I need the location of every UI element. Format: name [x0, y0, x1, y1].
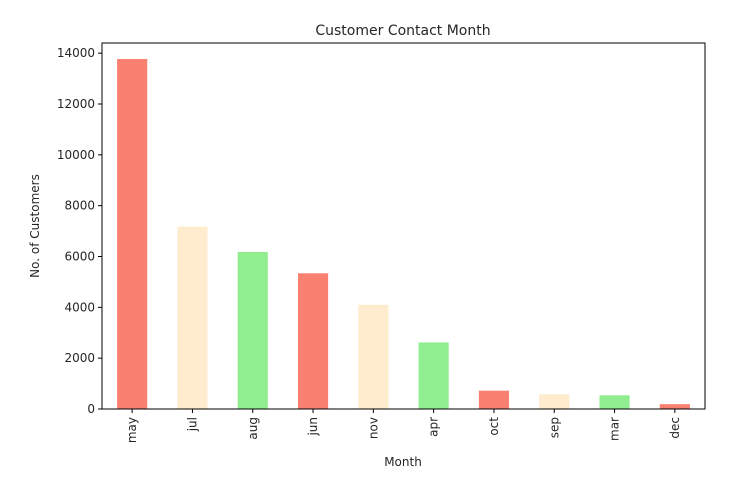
y-axis: 0 2000 4000 6000 8000 10000 12000 14000	[57, 46, 102, 416]
x-axis-label: Month	[384, 455, 422, 469]
x-tick-label-mar: mar	[608, 417, 622, 441]
y-tick-label-6000: 6000	[64, 250, 95, 264]
bar-dec	[659, 404, 690, 409]
x-tick-label-nov: nov	[366, 417, 380, 439]
x-tick-label-apr: apr	[427, 417, 441, 437]
y-axis-label: No. of Customers	[28, 174, 42, 278]
y-tick-label-8000: 8000	[64, 199, 95, 213]
x-tick-label-aug: aug	[246, 417, 260, 440]
x-tick-label-jul: jul	[185, 417, 199, 432]
bars-group	[117, 59, 690, 409]
x-tick-label-jun: jun	[306, 417, 320, 437]
x-axis: may jul aug jun nov apr oct sep mar dec	[125, 409, 682, 443]
y-tick-label-10000: 10000	[57, 148, 95, 162]
chart-title: Customer Contact Month	[315, 23, 490, 39]
bar-sep	[539, 394, 570, 409]
plot-frame	[101, 42, 706, 410]
y-tick-label-4000: 4000	[64, 300, 95, 314]
bar-nov	[358, 304, 389, 409]
x-tick-label-dec: dec	[668, 417, 682, 439]
x-tick-label-oct: oct	[487, 417, 501, 436]
y-tick-label-14000: 14000	[57, 46, 95, 60]
x-tick-label-may: may	[125, 417, 139, 443]
bar-aug	[237, 251, 268, 409]
bar-jul	[177, 226, 208, 409]
y-tick-label-2000: 2000	[64, 351, 95, 365]
bar-may	[117, 59, 148, 409]
bar-oct	[478, 390, 510, 409]
bar-mar	[599, 395, 630, 409]
y-tick-label-0: 0	[87, 402, 95, 416]
x-tick-label-sep: sep	[547, 417, 561, 438]
bar-apr	[418, 342, 449, 409]
y-tick-label-12000: 12000	[57, 97, 95, 111]
bar-jun	[297, 273, 329, 409]
